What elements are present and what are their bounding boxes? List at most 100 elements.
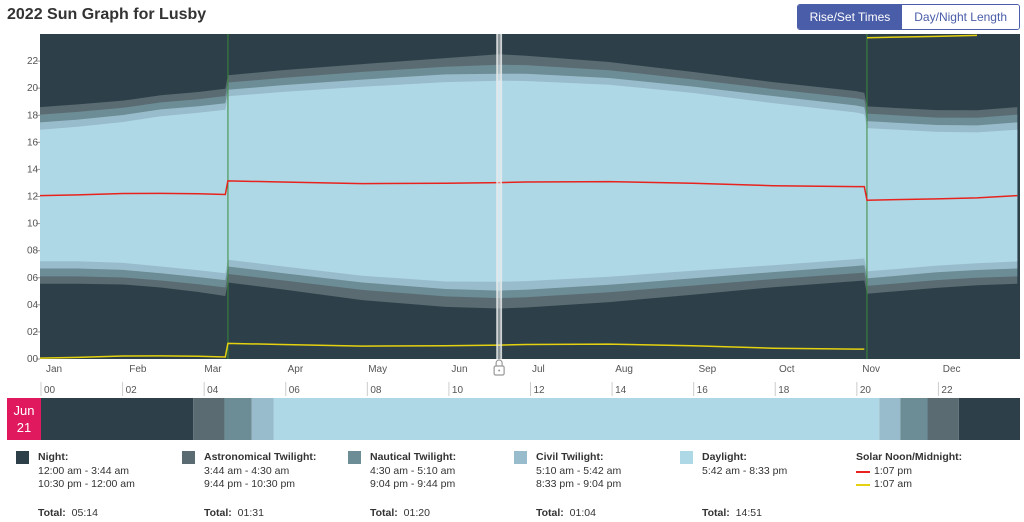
legend-solar-noon: 1:07 pm <box>874 465 912 477</box>
legend-swatch <box>348 451 361 464</box>
legend-solar-midnight: 1:07 am <box>874 478 912 490</box>
y-axis-ticks: 00 02 04 06 08 10 12 14 16 18 20 22 <box>27 56 40 365</box>
y-tick-label: 10 <box>27 219 39 230</box>
legend-swatch <box>182 451 195 464</box>
legend-range-2: 8:33 pm - 9:04 pm <box>536 478 622 490</box>
legend-range-2: 9:44 pm - 10:30 pm <box>204 478 296 490</box>
y-tick-label: 04 <box>27 300 39 311</box>
legend-name: Nautical Twilight: <box>370 451 457 463</box>
legend-name: Daylight: <box>702 451 747 463</box>
solar-noon-swatch <box>856 471 870 473</box>
hour-tick-label: 22 <box>941 385 953 396</box>
x-month-label: Dec <box>943 364 961 375</box>
legend-swatch <box>680 451 693 464</box>
legend-total-label: Total: <box>536 507 564 519</box>
legend-total-label: Total: <box>370 507 398 519</box>
x-month-label: Oct <box>779 364 795 375</box>
selected-day-band <box>496 34 503 359</box>
legend-total-label: Total: <box>204 507 232 519</box>
hour-tick-label: 16 <box>697 385 709 396</box>
view-toggle: Rise/Set Times Day/Night Length <box>796 4 1020 30</box>
legend-total-value: 01:31 <box>237 507 264 519</box>
legend-range-1: 12:00 am - 3:44 am <box>38 465 130 477</box>
y-tick-label: 20 <box>27 83 39 94</box>
legend-total: Total: 01:04 <box>536 507 596 520</box>
day-strip-daylight <box>273 398 880 440</box>
hour-tick-label: 12 <box>534 385 546 396</box>
y-tick-label: 18 <box>27 110 39 121</box>
legend-range-2: 10:30 pm - 12:00 am <box>38 478 135 490</box>
legend: Night: 12:00 am - 3:44 am 10:30 pm - 12:… <box>0 448 1024 522</box>
selected-day-marker[interactable] <box>493 34 505 376</box>
day-strip <box>41 398 1020 440</box>
x-month-label: Jul <box>532 364 545 375</box>
day-strip-astronomical <box>927 398 959 440</box>
legend-total: Total: 01:31 <box>204 507 264 520</box>
day-strip-civil <box>879 398 901 440</box>
legend-total-label: Total: <box>38 507 66 519</box>
x-month-label: Sep <box>698 364 716 375</box>
solar-lines <box>40 35 1017 358</box>
legend-name: Astronomical Twilight: <box>204 451 317 463</box>
hour-tick-label: 10 <box>452 385 464 396</box>
legend-total-value: 14:51 <box>735 507 762 519</box>
legend-total-value: 01:04 <box>569 507 596 519</box>
x-month-label: Jun <box>451 364 467 375</box>
day-strip-hour-ticks: 00 02 04 06 08 10 12 14 16 18 20 22 <box>40 382 953 396</box>
x-month-label: May <box>368 364 387 375</box>
y-tick-label: 06 <box>27 273 39 284</box>
lock-icon[interactable] <box>493 359 505 376</box>
day-strip-astronomical <box>193 398 225 440</box>
hour-tick-label: 14 <box>615 385 627 396</box>
x-month-label: Mar <box>204 364 222 375</box>
legend-total: Total: 05:14 <box>38 507 98 520</box>
legend-swatch <box>514 451 527 464</box>
legend-range-1: 3:44 am - 4:30 am <box>204 465 290 477</box>
y-tick-label: 16 <box>27 137 39 148</box>
legend-swatch <box>16 451 29 464</box>
x-month-label: Feb <box>129 364 147 375</box>
hour-tick-label: 20 <box>860 385 872 396</box>
legend-total: Total: 14:51 <box>702 507 762 520</box>
legend-name: Night: <box>38 451 69 463</box>
y-tick-label: 14 <box>27 164 39 175</box>
legend-total: Total: 01:20 <box>370 507 430 520</box>
hour-tick-label: 08 <box>370 385 382 396</box>
y-tick-label: 12 <box>27 192 39 203</box>
y-tick-label: 00 <box>27 354 39 365</box>
legend-name: Solar Noon/Midnight: <box>856 451 963 463</box>
selected-date-badge: Jun 21 <box>7 398 41 440</box>
solar-midnight-swatch <box>856 484 870 486</box>
day-strip-night <box>41 398 194 440</box>
x-month-label: Aug <box>615 364 633 375</box>
hour-tick-label: 04 <box>207 385 219 396</box>
hour-tick-label: 06 <box>289 385 301 396</box>
day-night-length-button[interactable]: Day/Night Length <box>902 5 1019 29</box>
day-strip-night <box>958 398 1020 440</box>
legend-total-value: 01:20 <box>403 507 430 519</box>
x-axis-month-labels: Jan Feb Mar Apr May Jun Jul Aug Sep Oct Nov Dec <box>46 364 961 375</box>
twilight-bands <box>40 34 1020 359</box>
selected-date-day: 21 <box>17 420 31 435</box>
legend-total-label: Total: <box>702 507 730 519</box>
legend-name: Civil Twilight: <box>536 451 604 463</box>
y-tick-label: 08 <box>27 246 39 257</box>
legend-total-value: 05:14 <box>71 507 98 519</box>
hour-tick-label: 02 <box>126 385 138 396</box>
day-strip-nautical <box>900 398 928 440</box>
y-tick-label: 02 <box>27 327 39 338</box>
legend-range-1: 4:30 am - 5:10 am <box>370 465 456 477</box>
sun-graph-chart[interactable]: 00 02 04 06 08 10 12 14 16 18 20 22 Jan Feb Mar Apr May… <box>0 30 1024 445</box>
selected-date-month: Jun <box>14 403 35 418</box>
day-strip-civil <box>251 398 274 440</box>
solar-noon-line <box>39 180 1018 201</box>
x-month-label: Nov <box>862 364 880 375</box>
hour-tick-label: 00 <box>44 385 56 396</box>
x-month-label: Jan <box>46 364 62 375</box>
y-tick-label: 22 <box>27 56 39 67</box>
legend-range-1: 5:10 am - 5:42 am <box>536 465 622 477</box>
page-title: 2022 Sun Graph for Lusby <box>7 6 207 23</box>
legend-range-1: 5:42 am - 8:33 pm <box>702 465 788 477</box>
x-month-label: Apr <box>288 364 304 375</box>
rise-set-times-button[interactable]: Rise/Set Times <box>797 5 903 29</box>
